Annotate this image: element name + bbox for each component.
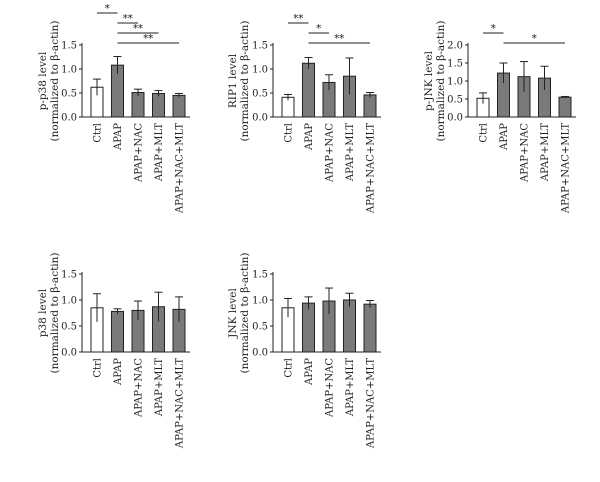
category-label: APAP+NAC <box>325 123 336 183</box>
y-axis-sublabel: (normalized to β-actin) <box>435 20 447 141</box>
category-label: APAP <box>304 123 315 151</box>
category-label: APAP+MLT <box>154 123 165 182</box>
significance-label: * <box>532 34 537 45</box>
bar-apap-nac-mlt <box>172 94 186 118</box>
bar-apap <box>111 310 124 353</box>
bar-apap <box>302 62 315 118</box>
significance-label: * <box>491 24 496 35</box>
category-label: APAP+NAC+MLT <box>366 358 377 449</box>
significance-label: ** <box>133 24 143 35</box>
y-axis-label: p38 level <box>37 288 49 337</box>
y-axis-sublabel: (normalized to β-actin) <box>239 20 251 141</box>
category-label: APAP+MLT <box>540 123 551 182</box>
y-tick-label: 1.5 <box>252 41 268 52</box>
bar-apap-mlt <box>343 299 356 353</box>
bar-apap-nac-mlt <box>363 303 377 353</box>
category-label: Ctrl <box>284 358 295 378</box>
y-tick-label: 0.0 <box>252 113 268 124</box>
category-label: APAP <box>499 123 510 151</box>
bar-apap-mlt <box>152 92 165 118</box>
category-label: APAP <box>304 358 315 386</box>
chart-pjnk: 0.0 0.5 1.0 1.5 2.0 p-JNK level (normalized to… <box>423 20 576 214</box>
bar-apap <box>302 302 315 353</box>
y-axis-label: p-p38 level <box>37 51 49 110</box>
y-tick-label: 1.0 <box>61 296 77 307</box>
y-tick-label: 2.0 <box>447 41 463 52</box>
significance-label: * <box>316 24 321 35</box>
y-tick-label: 0.5 <box>447 95 463 106</box>
y-tick-label: 1.5 <box>252 270 268 281</box>
category-label: APAP+NAC <box>134 123 145 183</box>
y-tick-label: 0.0 <box>252 348 268 359</box>
bar-apap-nac-mlt <box>558 96 572 118</box>
y-tick-label: 0.0 <box>61 113 77 124</box>
category-label: APAP+NAC+MLT <box>366 123 377 214</box>
chart-p38total: 0.0 0.5 1.0 1.5 p38 level (normalized to β-ac… <box>37 252 190 449</box>
y-tick-label: 1.0 <box>447 77 463 88</box>
category-label: Ctrl <box>93 123 104 143</box>
y-axis-label: RIP1 level <box>227 53 239 108</box>
significance-label: ** <box>293 14 303 25</box>
y-tick-label: 0.5 <box>61 89 77 100</box>
category-label: APAP+NAC+MLT <box>561 123 572 214</box>
y-axis-sublabel: (normalized to β-actin) <box>49 20 61 141</box>
significance-label: ** <box>123 14 133 25</box>
category-label: APAP <box>113 358 124 386</box>
y-tick-label: 1.5 <box>61 41 77 52</box>
y-axis-sublabel: (normalized to β-actin) <box>49 252 61 373</box>
y-axis-sublabel: (normalized to β-actin) <box>239 252 251 373</box>
bar-apap-nac-mlt <box>363 94 377 118</box>
category-label: APAP+NAC+MLT <box>175 358 186 449</box>
y-tick-label: 0.5 <box>252 322 268 333</box>
y-tick-label: 1.0 <box>252 296 268 307</box>
chart-rip1: 0.0 0.5 1.0 1.5 RIP1 level (normalized to β-a… <box>227 14 381 214</box>
y-tick-label: 0.5 <box>61 322 77 333</box>
category-label: APAP <box>113 123 124 151</box>
y-tick-label: 1.0 <box>61 65 77 76</box>
bar-ctrl <box>281 96 295 118</box>
category-label: APAP+MLT <box>154 358 165 417</box>
significance-label: ** <box>143 34 153 45</box>
category-label: Ctrl <box>284 123 295 143</box>
chart-p38: 0.0 0.5 1.0 1.5 p-p38 level (normalized to β-… <box>37 4 190 214</box>
y-tick-label: 0.0 <box>61 348 77 359</box>
category-label: APAP+NAC <box>520 123 531 183</box>
category-label: APAP+NAC <box>134 358 145 418</box>
category-label: Ctrl <box>479 123 490 143</box>
significance-label: ** <box>334 34 344 45</box>
category-label: APAP+MLT <box>345 123 356 182</box>
y-tick-label: 0.0 <box>447 113 463 124</box>
category-label: APAP+MLT <box>345 358 356 417</box>
y-tick-label: 0.5 <box>252 89 268 100</box>
category-label: APAP+NAC+MLT <box>175 123 186 214</box>
y-tick-label: 1.5 <box>61 270 77 281</box>
y-tick-label: 1.0 <box>252 65 268 76</box>
y-axis-label: p-JNK level <box>423 50 435 111</box>
chart-jnk: 0.0 0.5 1.0 1.5 JNK level (normalized to β-ac… <box>227 252 381 449</box>
category-label: Ctrl <box>93 358 104 378</box>
y-tick-label: 1.5 <box>447 59 463 70</box>
significance-label: * <box>105 4 110 15</box>
bar-apap-nac <box>131 92 145 118</box>
y-axis-label: JNK level <box>227 288 239 339</box>
category-label: APAP+NAC <box>325 358 336 418</box>
